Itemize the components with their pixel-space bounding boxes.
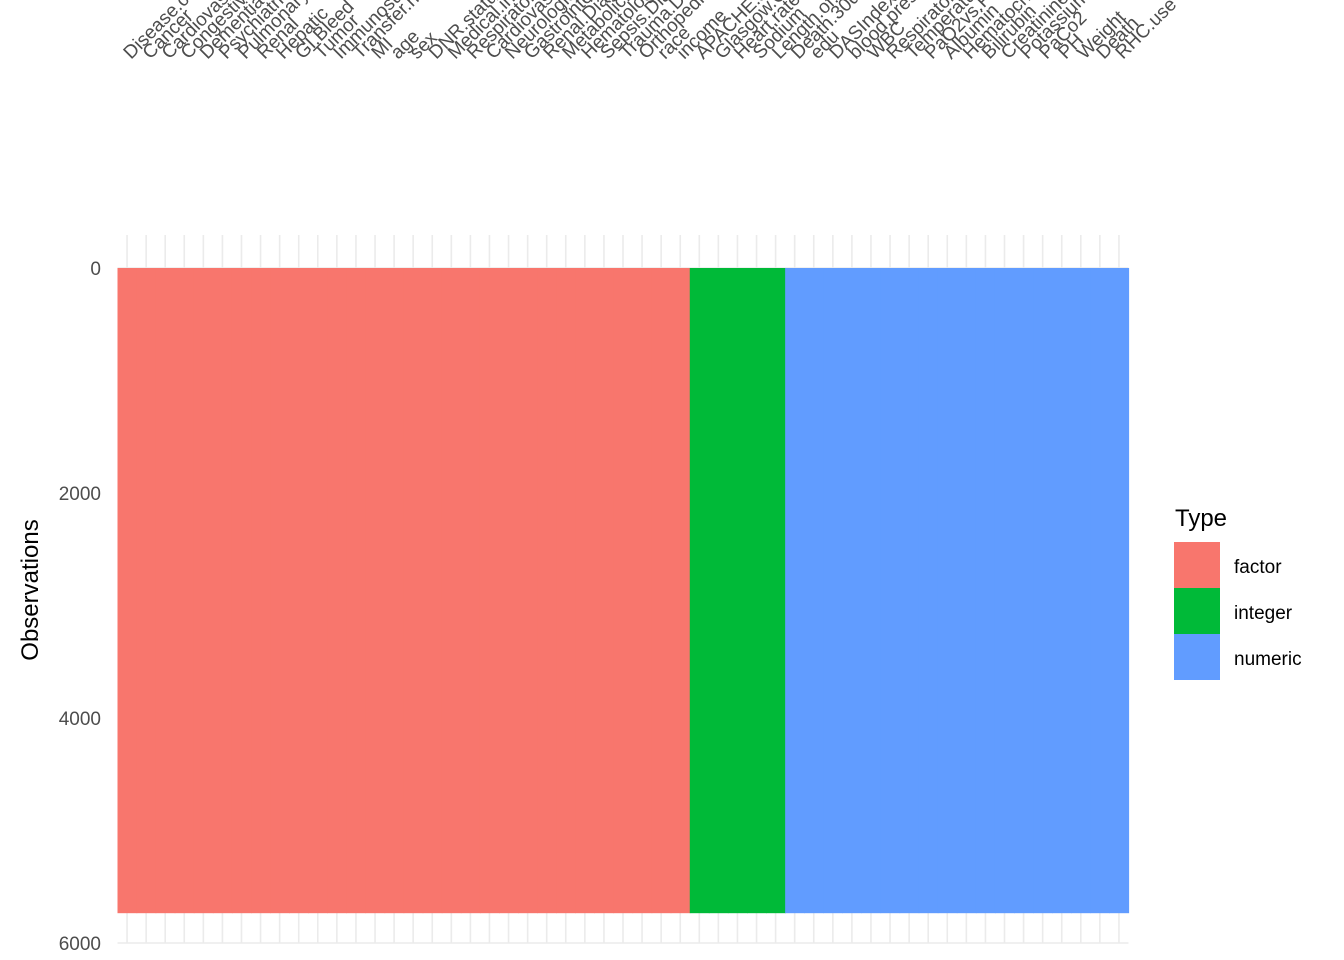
tile-pulmonary (232, 268, 252, 913)
legend-key-factor (1174, 542, 1220, 588)
tile-medical-insurance (442, 268, 462, 913)
tile-rhc-use (1109, 268, 1129, 913)
tile-race (652, 268, 672, 913)
tile-respiratory-rate (881, 268, 901, 913)
y-tick-label: 4000 (59, 709, 101, 730)
tile-death-30days (785, 268, 805, 913)
y-tick-label: 2000 (59, 484, 101, 505)
tile-mi (365, 268, 385, 913)
tile-potassium (1014, 268, 1034, 913)
tile-dasindex (823, 268, 843, 913)
tile-cancer (137, 268, 157, 913)
tile-albumin (938, 268, 958, 913)
tile-wbc (861, 268, 881, 913)
tile-neurological-diag (499, 268, 519, 913)
tile-orthopedic-diag (633, 268, 653, 913)
legend-key-numeric (1174, 634, 1220, 680)
tile-sodium (747, 268, 767, 913)
tile-pao2vs-fio2 (919, 268, 939, 913)
tile-gi-bleed (289, 268, 309, 913)
tile-psychiatric (213, 268, 233, 913)
legend: Type factor integer numeric (1174, 505, 1302, 680)
tile-edu (804, 268, 824, 913)
tile-glasgow-coma-score (709, 268, 729, 913)
tile-ph (1052, 268, 1072, 913)
tile-sepsis-diag (594, 268, 614, 913)
x-axis-column-labels: Disease.categoryCancerCardiovascularCong… (120, 0, 1181, 64)
tile-layer (118, 268, 1130, 913)
y-tick-label: 0 (90, 259, 101, 280)
tile-respiratory-diag (461, 268, 481, 913)
tile-blood-pressure (842, 268, 862, 913)
tile-heart-rate (728, 268, 748, 913)
tile-length-of-stay (766, 268, 786, 913)
tile-cardiovascular (156, 268, 176, 913)
tile-creatinine (995, 268, 1015, 913)
tile-paco2 (1033, 268, 1053, 913)
legend-key-integer (1174, 588, 1220, 634)
tile-sex (404, 268, 424, 913)
legend-title: Type (1175, 505, 1227, 532)
tile-tumor (308, 268, 328, 913)
tile-death (1090, 268, 1110, 913)
tile-income (671, 268, 691, 913)
y-axis-ticks: 0 2000 4000 6000 (59, 259, 101, 955)
tile-gastrointestinal-diag (518, 268, 538, 913)
tile-disease-category (118, 268, 138, 913)
y-tick-label: 6000 (59, 934, 101, 955)
tile-hepatic (270, 268, 290, 913)
tile-age (385, 268, 405, 913)
tile-temperature (900, 268, 920, 913)
tile-cardiovascular-diag (480, 268, 500, 913)
legend-label-integer: integer (1234, 603, 1293, 624)
tile-transfer-hx (346, 268, 366, 913)
tile-renal-diag (537, 268, 557, 913)
legend-label-numeric: numeric (1234, 649, 1302, 670)
tile-dementia (194, 268, 214, 913)
tile-trauma-diag (613, 268, 633, 913)
tile-apache-score (690, 268, 710, 913)
tile-dnr-status (423, 268, 443, 913)
y-axis-title: Observations (17, 519, 44, 660)
tile-congestive-hf (175, 268, 195, 913)
tile-renal (251, 268, 271, 913)
tile-immunosupperssion (327, 268, 347, 913)
tile-weight (1071, 268, 1091, 913)
tile-metabolic-diag (556, 268, 576, 913)
legend-label-factor: factor (1234, 557, 1282, 578)
tile-hematologic-diag (575, 268, 595, 913)
tile-bilirubin (976, 268, 996, 913)
tile-hematocrit (957, 268, 977, 913)
